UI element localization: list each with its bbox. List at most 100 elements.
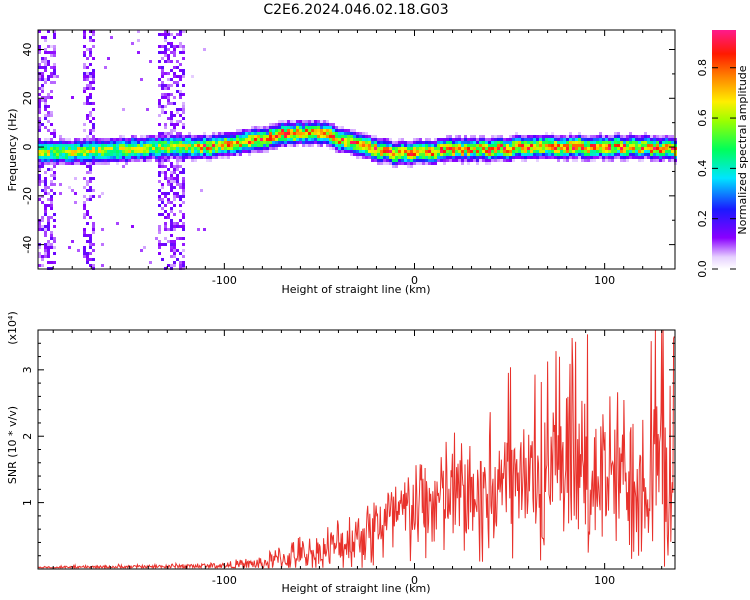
spectrogram-cell xyxy=(329,135,332,138)
spectrogram-cell xyxy=(53,162,56,165)
spectrogram-cell xyxy=(350,141,353,144)
spectrogram-cell xyxy=(158,99,161,102)
spectrogram-cell xyxy=(38,99,41,102)
spectrogram-cell xyxy=(77,249,80,252)
spectrogram-cell xyxy=(290,132,293,135)
spectrogram-cell xyxy=(170,60,173,63)
spectrogram-cell xyxy=(158,225,161,228)
spectrogram-cell xyxy=(638,159,641,162)
spectrogram-cell xyxy=(302,123,305,126)
spectrogram-cell xyxy=(152,141,155,144)
spectrogram-cell xyxy=(293,138,296,141)
spectrogram-cell xyxy=(359,138,362,141)
spectrogram-cell xyxy=(572,144,575,147)
spectrogram-cell xyxy=(200,141,203,144)
spectrogram-cell xyxy=(161,51,164,54)
spectrogram-cell xyxy=(38,138,41,141)
spectrogram-cell xyxy=(173,180,176,183)
spectrogram-cell xyxy=(656,153,659,156)
spectrogram-cell xyxy=(155,150,158,153)
spectrogram-cell xyxy=(158,180,161,183)
spectrogram-cell xyxy=(44,192,47,195)
spectrogram-cell xyxy=(431,153,434,156)
spectrogram-cell xyxy=(269,144,272,147)
spectrogram-cell xyxy=(569,141,572,144)
spectrogram-cell xyxy=(455,153,458,156)
spectrogram-cell xyxy=(359,144,362,147)
spectrogram-cell xyxy=(161,72,164,75)
spectrogram-cell xyxy=(314,120,317,123)
spectrogram-cell xyxy=(410,153,413,156)
spectrogram-cell xyxy=(209,159,212,162)
spectrogram-cell xyxy=(161,105,164,108)
spectrogram-cell xyxy=(83,177,86,180)
spectrogram-cell xyxy=(47,240,50,243)
spectrogram-cell xyxy=(638,144,641,147)
spectrogram-cell xyxy=(590,150,593,153)
spectrogram-cell xyxy=(176,90,179,93)
spectrogram-cell xyxy=(140,159,143,162)
spectrogram-cell xyxy=(227,147,230,150)
spectrogram-cell xyxy=(353,147,356,150)
spectrogram-cell xyxy=(44,126,47,129)
spectrogram-cell xyxy=(473,156,476,159)
spectrogram-cell xyxy=(38,168,41,171)
spectrogram-cell xyxy=(614,150,617,153)
spectrogram-cell xyxy=(170,114,173,117)
spectrogram-cell xyxy=(182,51,185,54)
spectrogram-cell xyxy=(158,147,161,150)
spectrogram-cell xyxy=(296,126,299,129)
spectrogram-cell xyxy=(632,141,635,144)
spectrogram-cell xyxy=(47,120,50,123)
spectrogram-cell xyxy=(428,144,431,147)
spectrogram-cell xyxy=(491,144,494,147)
spectrogram-cell xyxy=(281,120,284,123)
spectrogram-cell xyxy=(527,141,530,144)
spectrogram-cell xyxy=(89,51,92,54)
spectrogram-cell xyxy=(188,138,191,141)
spectrogram-cell xyxy=(47,255,50,258)
spectrogram-cell xyxy=(506,141,509,144)
spectrogram-cell xyxy=(89,168,92,171)
spectrogram-cell xyxy=(206,150,209,153)
spectrogram-cell xyxy=(92,222,95,225)
spectrogram-cell xyxy=(563,156,566,159)
spectrogram-cell xyxy=(179,186,182,189)
spectrogram-cell xyxy=(449,153,452,156)
spectrogram-cell xyxy=(119,159,122,162)
spectrogram-cell xyxy=(350,132,353,135)
spectrogram-cell xyxy=(182,237,185,240)
spectrogram-cell xyxy=(128,156,131,159)
spectrogram-cell xyxy=(398,138,401,141)
spectrogram-cell xyxy=(71,96,74,99)
spectrogram-cell xyxy=(173,129,176,132)
spectrogram-cell xyxy=(419,138,422,141)
spectrogram-cell xyxy=(245,150,248,153)
spectrogram-cell xyxy=(485,159,488,162)
spectrogram-cell xyxy=(476,144,479,147)
spectrogram-cell xyxy=(449,135,452,138)
spectrogram-cell xyxy=(122,141,125,144)
spectrogram-cell xyxy=(290,123,293,126)
spectrogram-cell xyxy=(233,150,236,153)
spectrogram-cell xyxy=(44,189,47,192)
spectrogram-cell xyxy=(566,153,569,156)
spectrogram-cell xyxy=(323,141,326,144)
spectrogram-cell xyxy=(260,132,263,135)
spectrogram-cell xyxy=(44,39,47,42)
spectrogram-cell xyxy=(176,183,179,186)
spectrogram-cell xyxy=(548,135,551,138)
spectrogram-cell xyxy=(239,135,242,138)
spectrogram-cell xyxy=(500,138,503,141)
spectrogram-cell xyxy=(203,144,206,147)
spectrogram-cell xyxy=(296,120,299,123)
spectrogram-cell xyxy=(71,141,74,144)
spectrogram-cell xyxy=(551,138,554,141)
spectrogram-cell xyxy=(182,72,185,75)
spectrogram-cell xyxy=(623,150,626,153)
spectrogram-cell xyxy=(404,147,407,150)
spectrogram-cell xyxy=(413,153,416,156)
spectrogram-cell xyxy=(50,66,53,69)
spectrogram-cell xyxy=(170,135,173,138)
spectrogram-cell xyxy=(461,147,464,150)
